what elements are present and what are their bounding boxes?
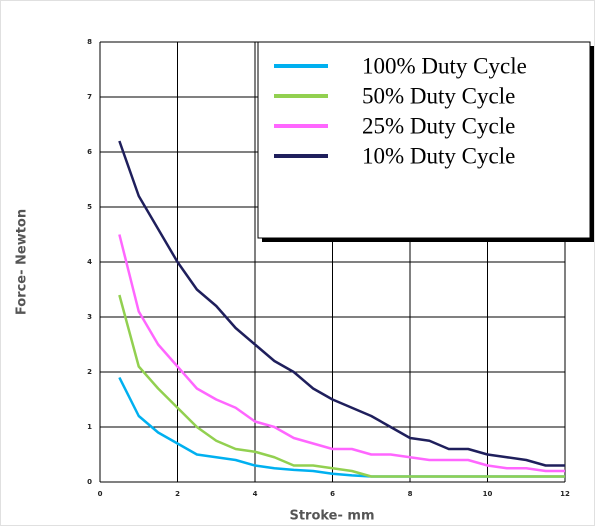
y-tick-label: 4 [87, 258, 92, 266]
legend-label: 25% Duty Cycle [362, 113, 515, 138]
y-tick-label: 2 [87, 368, 92, 376]
x-tick-label: 6 [330, 490, 335, 498]
legend-label: 50% Duty Cycle [362, 83, 515, 108]
y-tick-label: 6 [87, 148, 92, 156]
legend-label: 10% Duty Cycle [362, 143, 515, 168]
legend-label: 100% Duty Cycle [362, 53, 527, 78]
y-tick-label: 5 [87, 203, 92, 211]
y-tick-label: 1 [87, 423, 92, 431]
x-axis-label: Stroke- mm [289, 509, 374, 524]
x-tick-label: 2 [175, 490, 180, 498]
x-tick-label: 12 [560, 490, 570, 498]
series-line [118, 234, 565, 473]
y-tick-label: 8 [87, 38, 92, 46]
y-axis-label: Force- Newton [15, 209, 30, 315]
legend-box [257, 41, 591, 239]
y-tick-label: 0 [87, 478, 92, 486]
y-tick-label: 3 [87, 313, 92, 321]
series-line [118, 140, 565, 467]
y-tick-label: 7 [87, 93, 92, 101]
series-line [118, 294, 565, 478]
x-tick-label: 4 [253, 490, 258, 498]
x-tick-label: 0 [98, 490, 103, 498]
x-tick-label: 10 [483, 490, 493, 498]
x-tick-label: 8 [408, 490, 413, 498]
